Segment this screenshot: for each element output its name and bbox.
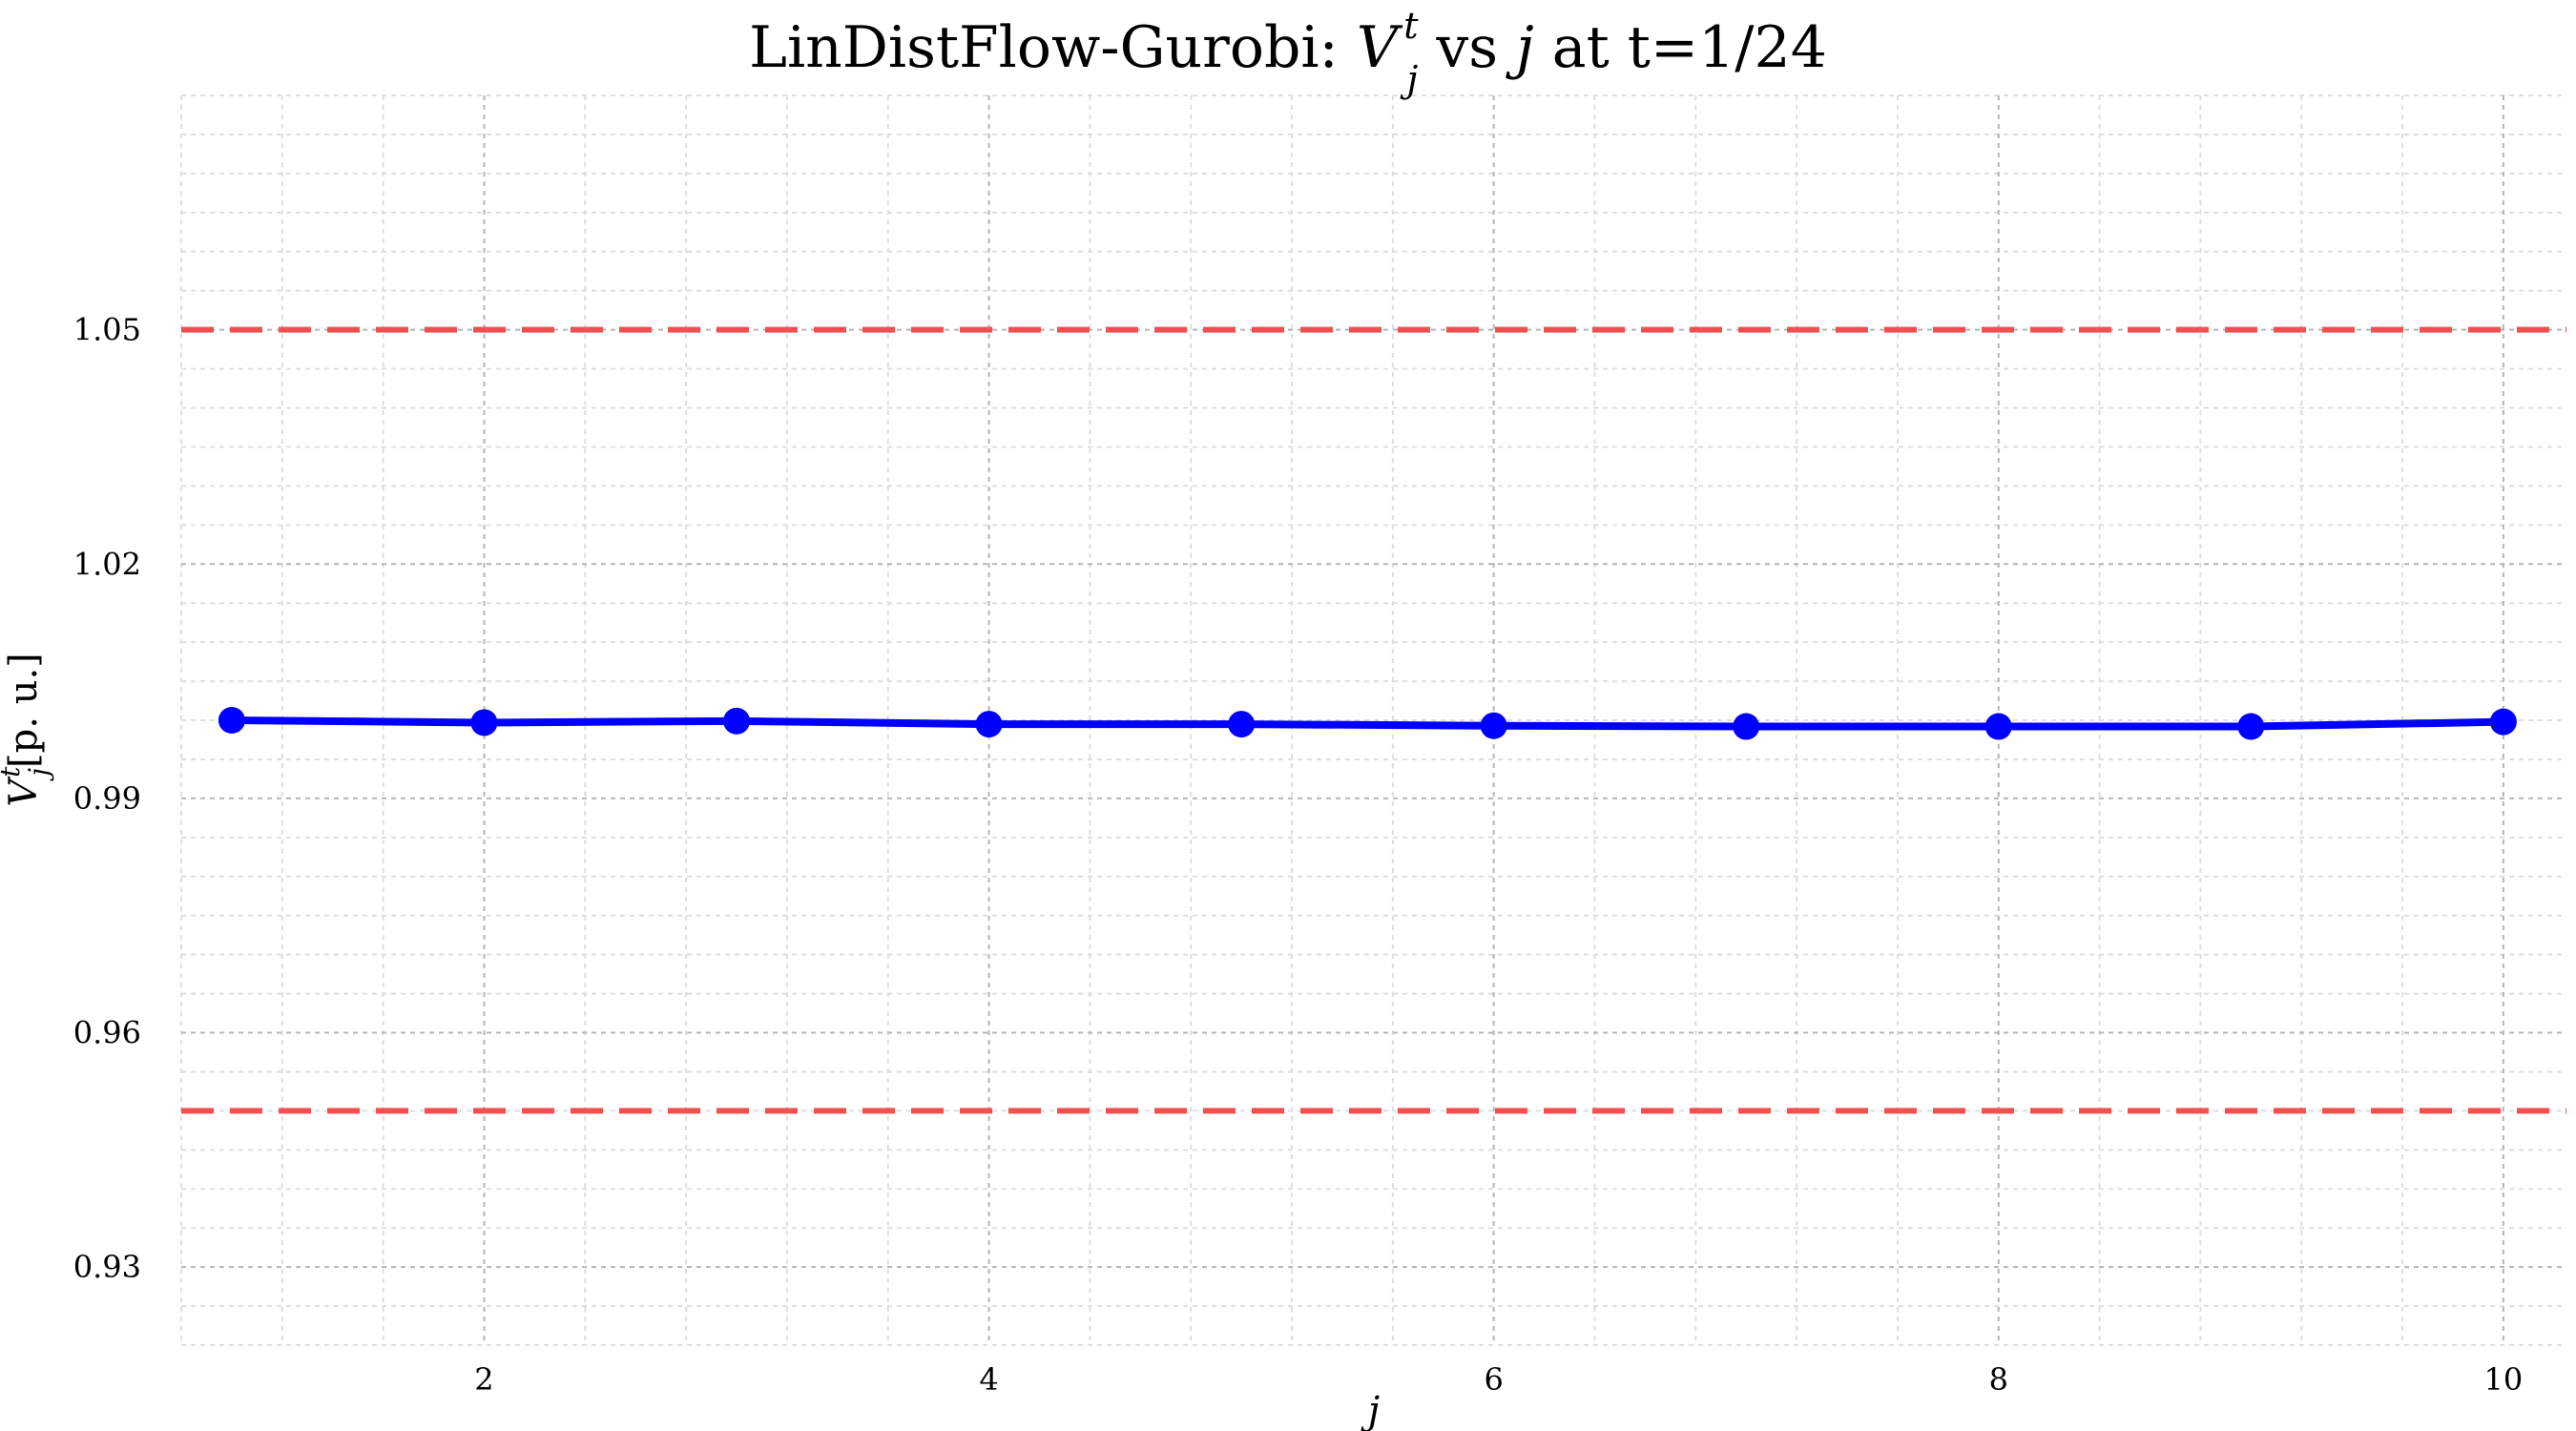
- data-point: [1984, 713, 2012, 740]
- data-point: [2489, 708, 2517, 736]
- y-label-unit: [p. u.]: [2, 653, 46, 768]
- y-tick-label: 0.93: [73, 1249, 141, 1285]
- data-point: [723, 707, 751, 735]
- data-point: [2237, 713, 2265, 740]
- y-tick-label: 0.99: [73, 780, 141, 817]
- data-point: [1480, 712, 1507, 739]
- x-tick-label: 8: [1989, 1361, 2008, 1398]
- x-tick-label: 10: [2484, 1361, 2524, 1398]
- y-tick-label: 0.96: [73, 1015, 141, 1051]
- y-axis-label: Vtj[p. u.]: [0, 653, 54, 807]
- x-tick-label: 2: [474, 1361, 493, 1398]
- x-tick-label: 4: [979, 1361, 998, 1398]
- title-symbol: V: [1357, 14, 1403, 81]
- reference-lines: [181, 326, 2566, 1114]
- data-point: [1733, 713, 1760, 740]
- x-axis-label: j: [1361, 1389, 1380, 1431]
- tick-labels: 2 4 6 8 10 0.93 0.96 0.99 1.02 1.05: [73, 312, 2523, 1398]
- data-point: [1228, 711, 1256, 738]
- title-superscript: t: [1403, 5, 1419, 47]
- data-point: [218, 707, 245, 734]
- title-suffix: at t=1/24: [1534, 14, 1827, 81]
- data-point: [470, 709, 498, 736]
- title-middle: vs: [1418, 14, 1516, 81]
- series-layer: [218, 707, 2517, 740]
- y-tick-label: 1.02: [73, 546, 141, 582]
- svg-text:Vtj[p. u.]: Vtj[p. u.]: [0, 653, 54, 807]
- y-label-symbol: V: [2, 776, 46, 807]
- y-label-superscript: t: [0, 766, 26, 778]
- series-line: [227, 716, 2507, 731]
- x-tick-label: 6: [1484, 1361, 1503, 1398]
- title-subscript: j: [1400, 58, 1418, 100]
- title-prefix: LinDistFlow-Gurobi:: [749, 14, 1357, 81]
- data-point: [975, 711, 1003, 738]
- y-tick-label: 1.05: [73, 312, 141, 348]
